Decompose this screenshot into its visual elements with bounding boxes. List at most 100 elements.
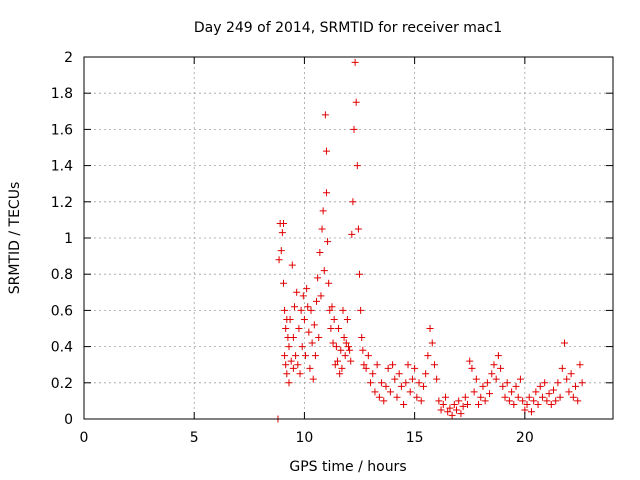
data-point xyxy=(453,406,461,414)
data-point xyxy=(356,270,364,278)
data-point xyxy=(319,207,327,215)
data-point xyxy=(357,306,365,314)
data-point xyxy=(349,198,357,206)
data-point xyxy=(561,339,569,347)
data-point xyxy=(538,393,546,401)
y-tick-label: 2 xyxy=(64,50,73,66)
x-tick-label: 0 xyxy=(80,430,89,446)
data-point xyxy=(313,297,321,305)
data-point xyxy=(554,379,562,387)
data-point xyxy=(296,370,304,378)
data-point xyxy=(303,285,311,293)
data-point xyxy=(369,370,377,378)
y-tick-label: 0.2 xyxy=(51,376,73,392)
data-point xyxy=(315,334,323,342)
data-point xyxy=(298,343,306,351)
data-point xyxy=(293,288,301,296)
y-tick-label: 1 xyxy=(64,231,73,247)
data-point xyxy=(350,125,358,133)
axis-ticks: 00.20.40.60.811.21.41.61.820 5 10 15 20 xyxy=(51,50,613,446)
data-point xyxy=(288,261,296,269)
data-point xyxy=(339,306,347,314)
data-point xyxy=(308,339,316,347)
data-point xyxy=(406,388,414,396)
data-point xyxy=(508,388,516,396)
data-point xyxy=(305,328,313,336)
data-point xyxy=(530,397,538,405)
y-tick-label: 1.2 xyxy=(51,195,73,211)
data-point xyxy=(549,386,557,394)
data-point xyxy=(457,410,465,418)
data-point xyxy=(417,397,425,405)
data-point xyxy=(433,375,441,383)
plot-frame xyxy=(83,56,614,420)
data-point xyxy=(354,225,362,233)
data-point xyxy=(558,364,566,372)
data-point xyxy=(285,379,293,387)
y-tick-label: 0.8 xyxy=(51,267,73,283)
x-tick-label: 20 xyxy=(516,430,534,446)
data-point xyxy=(527,408,535,416)
data-point xyxy=(285,343,293,351)
data-point xyxy=(289,364,297,372)
data-point xyxy=(367,379,375,387)
data-point xyxy=(464,401,472,409)
data-point xyxy=(275,256,283,264)
data-point xyxy=(567,370,575,378)
data-point xyxy=(439,401,447,409)
y-tick-label: 1.4 xyxy=(51,159,73,175)
data-point xyxy=(332,343,340,351)
data-point xyxy=(519,397,527,405)
data-point xyxy=(486,390,494,398)
data-point xyxy=(322,147,330,155)
data-point xyxy=(314,274,322,282)
data-point xyxy=(408,375,416,383)
data-point xyxy=(490,361,498,369)
data-point xyxy=(400,401,408,409)
data-point xyxy=(358,334,366,342)
y-tick-label: 0 xyxy=(64,412,73,428)
data-point xyxy=(384,364,392,372)
data-point xyxy=(497,364,505,372)
data-point xyxy=(494,352,502,360)
data-point xyxy=(348,230,356,238)
data-point xyxy=(499,382,507,390)
data-point xyxy=(322,189,330,197)
x-tick-label: 15 xyxy=(406,430,424,446)
data-point xyxy=(327,325,335,332)
data-point xyxy=(382,382,390,390)
data-point xyxy=(343,315,351,323)
data-point xyxy=(483,379,491,387)
data-point xyxy=(342,339,350,347)
data-point xyxy=(321,111,329,119)
data-point xyxy=(336,370,344,378)
data-point xyxy=(556,393,564,401)
data-point xyxy=(472,375,480,383)
data-point xyxy=(346,346,354,354)
data-point xyxy=(378,379,386,387)
data-point xyxy=(441,393,449,401)
data-point xyxy=(395,370,403,378)
data-point xyxy=(281,352,289,360)
data-point xyxy=(455,397,463,405)
data-point xyxy=(446,404,454,412)
data-point xyxy=(415,379,423,387)
data-point xyxy=(543,397,551,405)
data-point xyxy=(351,58,359,66)
data-point xyxy=(393,393,401,401)
data-point xyxy=(419,382,427,390)
data-point xyxy=(569,393,577,401)
data-point xyxy=(290,303,298,311)
data-point xyxy=(283,370,291,378)
data-point xyxy=(541,379,549,387)
data-point xyxy=(514,393,522,401)
data-point xyxy=(512,382,520,390)
y-tick-label: 0.4 xyxy=(51,340,73,356)
data-point xyxy=(411,364,419,372)
data-point xyxy=(338,364,346,372)
data-point xyxy=(277,247,285,255)
data-point xyxy=(547,401,555,409)
data-point xyxy=(373,361,381,369)
data-point xyxy=(345,343,352,351)
data-point xyxy=(572,382,580,390)
